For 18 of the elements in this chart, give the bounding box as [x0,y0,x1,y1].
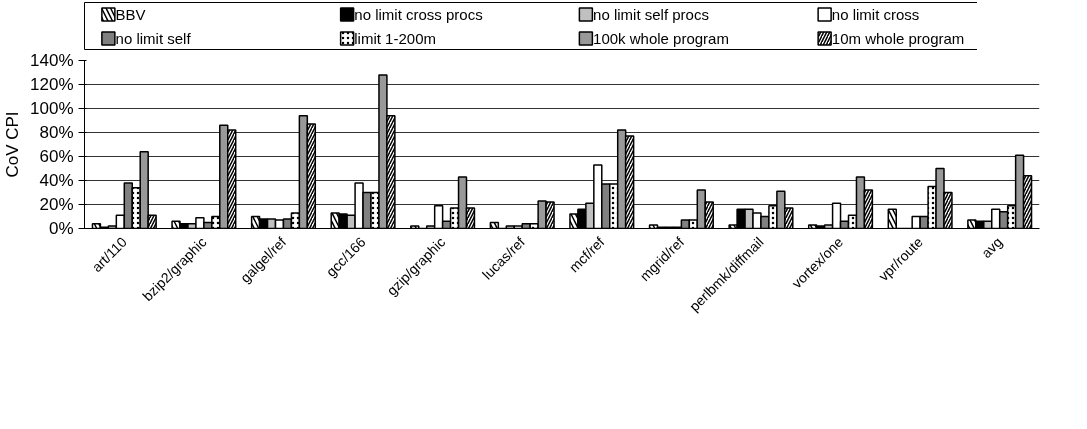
y-tick-label: 140% [30,51,74,70]
x-tick-label: avg [978,233,1006,262]
y-tick-label: 40% [39,171,74,190]
legend-label: no limit cross [831,6,920,23]
y-tick-label: 60% [39,147,74,166]
y-tick-label: 80% [39,123,74,142]
legend-label: 100k whole program [593,30,729,47]
legend-label: no limit self [115,30,192,47]
y-axis-title: CoV CPI [3,111,23,178]
legend-label: limit 1-200m [354,30,436,47]
legend-label: no limit cross procs [354,6,483,23]
y-tick-label: 120% [30,75,74,94]
y-tick-label: 100% [30,99,74,118]
y-tick-label: 20% [39,195,74,214]
legend-label: BBV [115,6,146,23]
legend-label: 10m whole program [831,30,965,47]
legend-label: no limit self procs [593,6,709,23]
y-tick-label: 0% [48,219,74,238]
